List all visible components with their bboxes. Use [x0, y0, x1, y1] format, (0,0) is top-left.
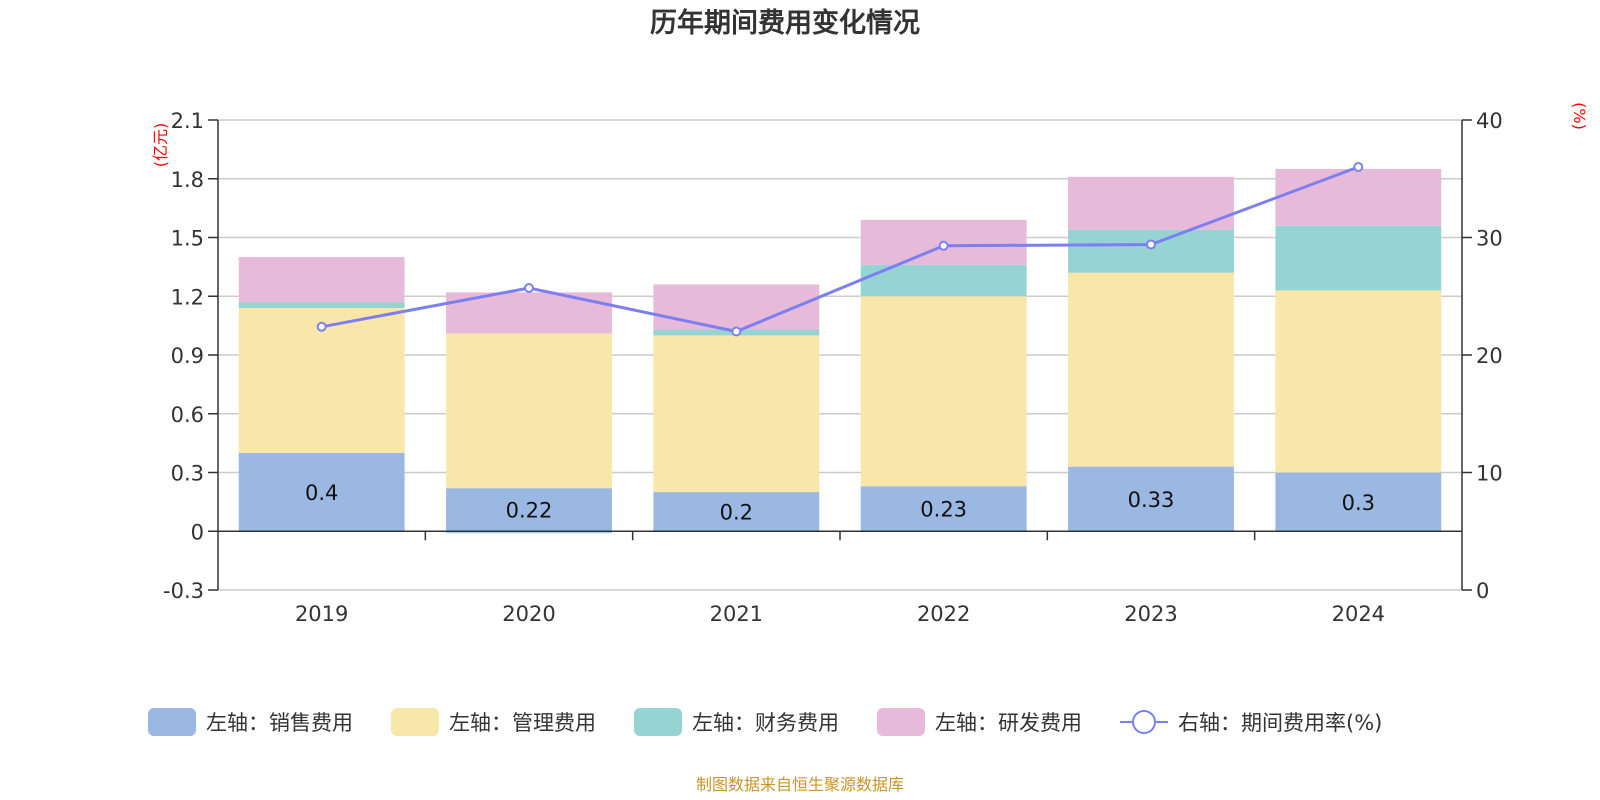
bar-data-label: 0.2	[720, 501, 753, 525]
bar-segment	[238, 257, 405, 303]
bar-segment	[238, 452, 405, 532]
right-tick-label: 30	[1476, 227, 1503, 251]
bar-segment	[1068, 229, 1234, 273]
rate-point	[524, 283, 534, 294]
right-axis-unit: (%)	[1570, 102, 1589, 130]
category-label: 2022	[917, 602, 970, 626]
legend-swatch	[148, 708, 196, 736]
bar-data-label: 0.33	[1128, 488, 1175, 512]
rate-point	[316, 321, 327, 332]
chart-title: 历年期间费用变化情况	[650, 7, 920, 39]
left-tick-label: 2.1	[171, 109, 204, 133]
category-label: 2023	[1124, 602, 1177, 626]
data-labels-layer: 0.4 0.22 0.2 0.23 0.33 0.3	[305, 481, 1375, 525]
right-tick-label: 0	[1476, 579, 1489, 603]
legend-line-marker	[1132, 710, 1156, 734]
legend-label: 左轴：财务费用	[692, 711, 839, 735]
rate-line-layer	[316, 162, 1364, 337]
category-label: 2020	[502, 602, 555, 626]
bar-segment	[1275, 472, 1442, 532]
rate-point	[938, 240, 949, 251]
bar-segment	[238, 308, 405, 453]
right-tick-label: 20	[1476, 344, 1503, 368]
bar-segment	[1275, 290, 1442, 473]
bar-segment	[860, 296, 1027, 487]
legend-swatch	[391, 708, 439, 736]
bars-layer	[238, 168, 1442, 534]
bar-segment	[1068, 176, 1234, 230]
bar-segment	[1068, 272, 1234, 467]
bar-segment	[446, 333, 612, 489]
left-tick-label: 1.5	[171, 227, 204, 251]
bar-data-label: 0.22	[506, 499, 553, 523]
legend-swatch	[877, 708, 925, 736]
left-tick-label: 0.6	[171, 403, 204, 427]
legend-label: 左轴：研发费用	[935, 711, 1082, 735]
legend-label: 左轴：销售费用	[206, 711, 353, 735]
legend-label: 左轴：管理费用	[449, 711, 596, 735]
left-axis-unit: (亿元)	[151, 123, 170, 168]
left-tick-label: -0.3	[163, 579, 204, 603]
bar-data-label: 0.23	[920, 498, 967, 522]
bar-segment	[1068, 466, 1234, 532]
axes-layer: -0.3 0 0.3 0.6 0.9 1.2 1.5 1.8 2.1 0 10 20 30 40 2019 2…	[163, 109, 1503, 626]
right-tick-label: 40	[1476, 109, 1503, 133]
left-tick-label: 1.2	[171, 285, 204, 309]
bar-segment	[446, 531, 612, 534]
left-tick-label: 0.3	[171, 462, 204, 486]
bar-segment	[238, 302, 405, 308]
legend-swatch	[634, 708, 682, 736]
left-tick-label: 1.8	[171, 168, 204, 192]
rate-point	[1146, 239, 1156, 250]
bar-segment	[653, 335, 820, 493]
bar-segment	[653, 492, 820, 532]
legend-label: 右轴：期间费用率(%)	[1178, 711, 1382, 735]
bar-data-label: 0.4	[305, 481, 338, 505]
bar-segment	[860, 486, 1027, 532]
rate-point	[731, 326, 742, 337]
category-label: 2019	[295, 602, 348, 626]
rate-point	[1353, 162, 1364, 172]
rate-line	[321, 165, 1359, 334]
source-note: 制图数据来自恒生聚源数据库	[696, 775, 904, 794]
bar-data-label: 0.3	[1342, 491, 1375, 515]
bar-segment	[446, 488, 612, 532]
grid-lines	[218, 119, 1462, 591]
left-tick-label: 0.9	[171, 344, 204, 368]
left-tick-label: 0	[191, 520, 204, 544]
category-label: 2021	[710, 602, 763, 626]
right-tick-label: 10	[1476, 462, 1503, 486]
legend: 左轴：销售费用 左轴：管理费用 左轴：财务费用 左轴：研发费用 右轴：期间费用率(%)	[148, 708, 1382, 736]
bar-segment	[1275, 168, 1442, 226]
bar-segment	[1275, 225, 1442, 291]
category-label: 2024	[1332, 602, 1385, 626]
